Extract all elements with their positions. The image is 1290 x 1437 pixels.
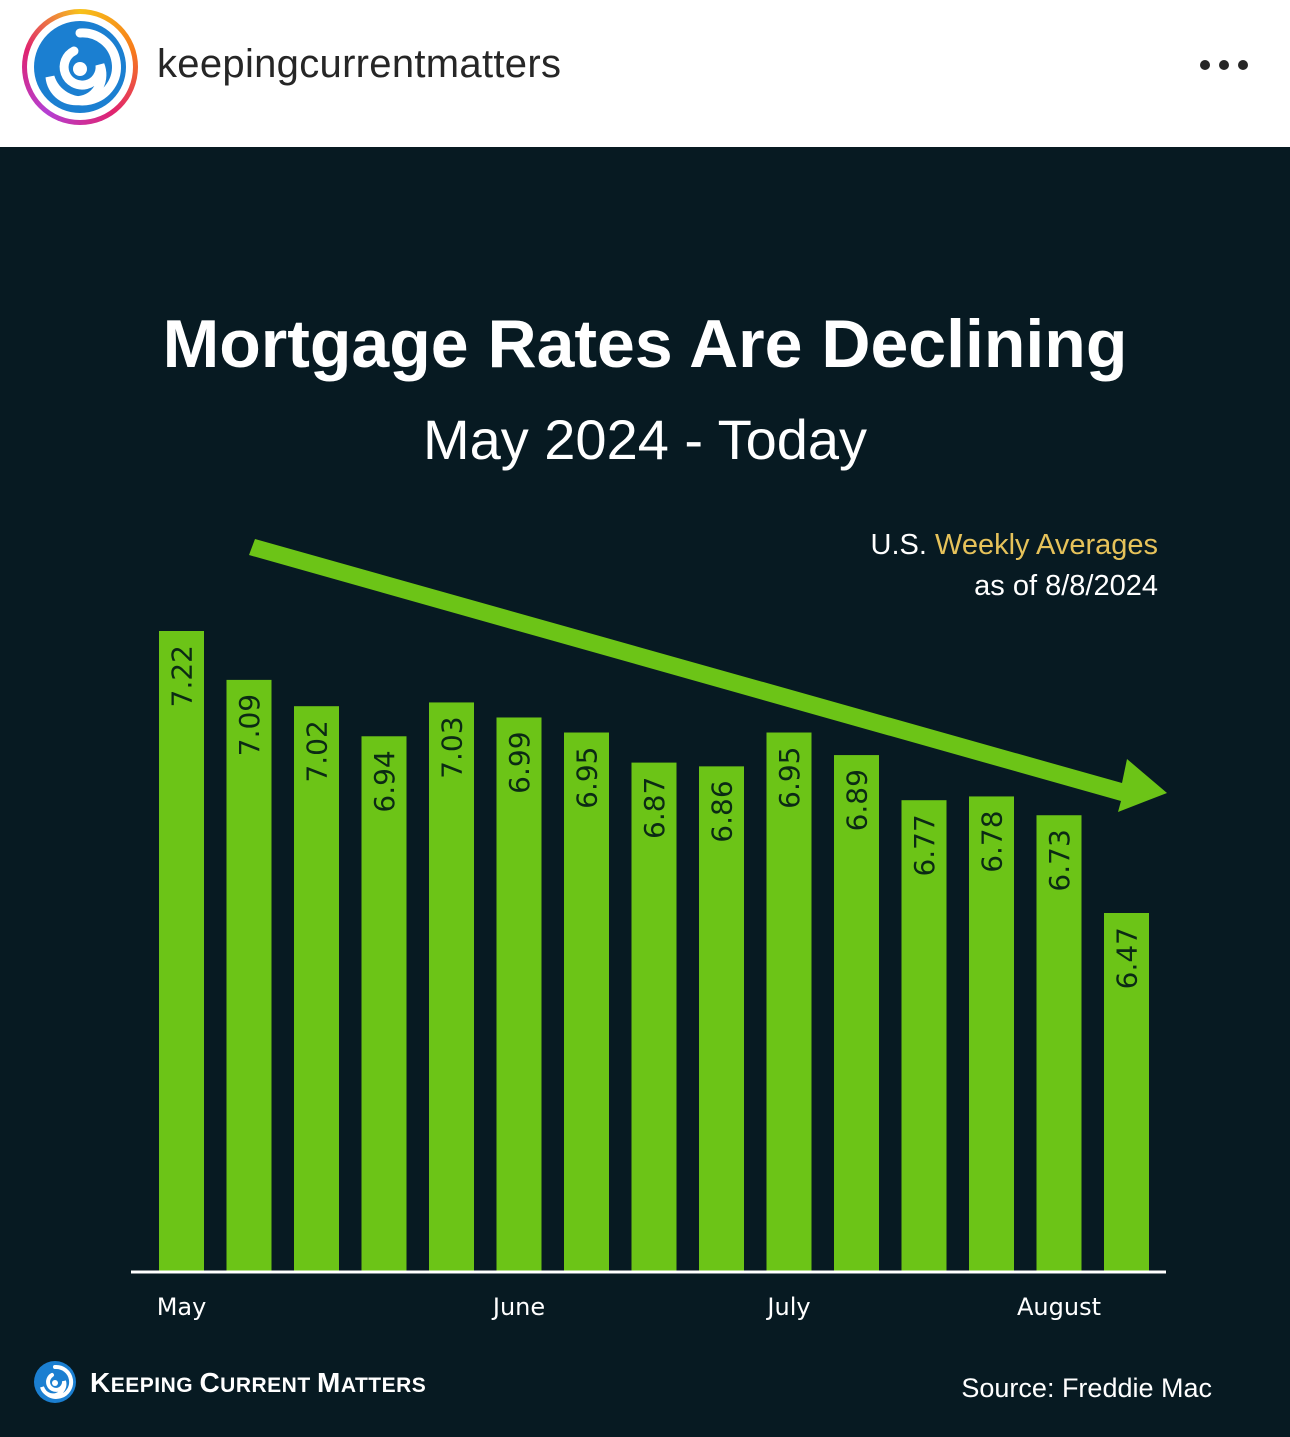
bar-value-label: 6.95: [773, 747, 806, 809]
x-tick-label: August: [1017, 1293, 1101, 1321]
bar-value-label: 6.78: [976, 810, 1009, 872]
note-highlight: Weekly Averages: [935, 529, 1158, 561]
avatar[interactable]: [22, 9, 138, 125]
bar: [294, 706, 339, 1271]
bar-value-label: 6.47: [1111, 927, 1144, 989]
chart-title: Mortgage Rates Are Declining: [162, 306, 1128, 382]
bar-value-label: 6.99: [503, 731, 536, 793]
bar: [699, 766, 744, 1271]
bar: [361, 736, 407, 1271]
bar-value-label: 6.73: [1043, 829, 1076, 891]
bar: [901, 800, 947, 1271]
bar-value-label: 7.02: [301, 720, 334, 782]
bar-value-label: 7.22: [166, 645, 199, 707]
note-prefix: U.S.: [870, 529, 927, 561]
bar: [766, 732, 812, 1271]
post-header: keepingcurrentmatters: [0, 0, 1290, 147]
x-tick-label: June: [491, 1293, 545, 1321]
spiral-logo-icon: [34, 1361, 76, 1403]
bar: [226, 679, 272, 1271]
more-options-icon[interactable]: [1196, 48, 1252, 84]
bar: [631, 762, 677, 1271]
post-image: Mortgage Rates Are Declining May 2024 - …: [0, 147, 1290, 1437]
chart-source: Source: Freddie Mac: [961, 1373, 1212, 1403]
x-tick-label: May: [157, 1293, 207, 1321]
bar: [496, 717, 542, 1271]
bar: [1036, 815, 1082, 1271]
bar-value-label: 7.03: [436, 716, 469, 778]
note-date: as of 8/8/2024: [974, 570, 1158, 602]
bar: [564, 732, 609, 1271]
bar-value-label: 6.87: [638, 777, 671, 839]
bar-value-label: 6.77: [908, 814, 941, 876]
bar-value-label: 6.89: [841, 769, 874, 831]
bar: [1104, 913, 1149, 1271]
brand-name: KEEPING CURRENT MATTERS: [90, 1367, 427, 1398]
spiral-logo-icon: [34, 21, 126, 113]
chart-note: U.S. Weekly Averages as of 8/8/2024: [871, 525, 1158, 607]
chart-subtitle: May 2024 - Today: [422, 408, 868, 471]
bar: [834, 755, 879, 1271]
bar-value-label: 6.86: [706, 780, 739, 842]
bar: [969, 796, 1014, 1271]
bar: [429, 702, 474, 1271]
bar: [159, 631, 204, 1271]
bar-chart: 7.22 7.09 7.02 6.94 7.03 6.99 6.95 6.87 6.86 6.95…: [131, 539, 1167, 1321]
bar-value-label: 6.94: [368, 750, 401, 812]
x-tick-label: July: [765, 1293, 810, 1321]
bar-value-label: 7.09: [233, 694, 266, 756]
account-username[interactable]: keepingcurrentmatters: [157, 42, 562, 86]
bar-value-label: 6.95: [571, 747, 604, 809]
trend-arrow: [249, 539, 1167, 812]
